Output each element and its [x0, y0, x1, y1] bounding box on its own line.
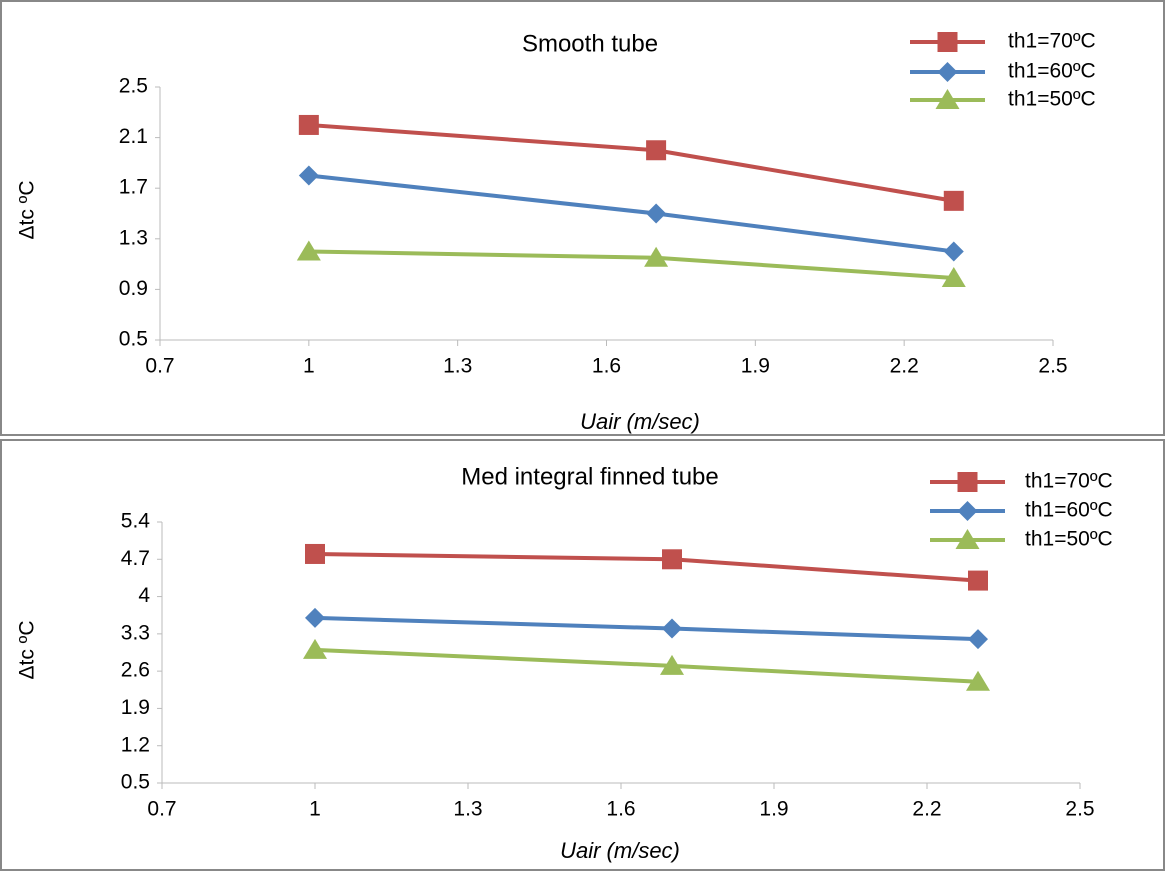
x-tick-label: 1.9 — [759, 798, 788, 821]
y-tick-label: 1.9 — [121, 696, 150, 719]
y-tick-label: 1.3 — [119, 226, 148, 249]
data-point — [660, 654, 684, 675]
x-axis-label: Uair (m/sec) — [560, 838, 680, 863]
legend-label: th1=70ºC — [1008, 30, 1096, 53]
y-tick-label: 3.3 — [121, 621, 150, 644]
series-line — [314, 615, 979, 642]
legend-label: th1=60ºC — [1025, 499, 1113, 522]
data-point — [646, 140, 667, 161]
x-axis-label: Uair (m/sec) — [580, 409, 700, 434]
x-tick-label: 0.7 — [145, 355, 174, 378]
x-tick-label: 2.2 — [890, 355, 919, 378]
y-tick-label: 2.6 — [121, 659, 150, 682]
data-point — [298, 114, 319, 135]
panel-frame — [0, 439, 1165, 871]
data-point — [303, 638, 327, 659]
x-tick-label: 1.9 — [741, 355, 770, 378]
legend-marker — [957, 501, 978, 521]
y-axis-label: Δtc ºC — [16, 180, 39, 239]
y-tick-label: 2.1 — [119, 125, 148, 148]
y-tick-label: 0.5 — [121, 771, 150, 794]
legend-marker — [937, 32, 958, 52]
data-point — [662, 549, 682, 570]
data-point — [305, 543, 325, 564]
data-point — [662, 618, 682, 639]
y-tick-label: 4.7 — [121, 547, 150, 570]
y-tick-label: 2.5 — [119, 75, 148, 98]
y-axis-label: Δtc ºC — [16, 620, 39, 679]
legend-marker — [957, 472, 978, 492]
data-point — [296, 240, 321, 261]
series-line — [308, 249, 954, 281]
y-tick-label: 1.7 — [119, 176, 148, 199]
series-line — [314, 551, 979, 583]
chart-title: Med integral finned tube — [461, 463, 719, 490]
series-line — [314, 647, 979, 684]
chart-title: Smooth tube — [522, 30, 658, 57]
legend-label: th1=50ºC — [1008, 88, 1096, 111]
y-tick-label: 1.2 — [121, 733, 150, 756]
series-line — [308, 122, 955, 203]
x-tick-label: 0.7 — [147, 798, 176, 821]
y-tick-label: 5.4 — [121, 510, 151, 533]
x-tick-label: 1 — [303, 355, 315, 378]
legend-label: th1=50ºC — [1025, 528, 1113, 551]
panel-frame — [0, 0, 1165, 436]
x-tick-label: 1.3 — [443, 355, 472, 378]
data-point — [646, 203, 667, 224]
y-tick-label: 0.9 — [119, 277, 148, 300]
data-point — [966, 670, 990, 691]
y-tick-label: 0.5 — [119, 328, 148, 351]
x-tick-label: 2.2 — [912, 798, 941, 821]
x-tick-label: 1.3 — [453, 798, 482, 821]
legend-marker — [955, 529, 980, 549]
x-tick-label: 2.5 — [1065, 798, 1094, 821]
data-point — [968, 629, 988, 650]
x-tick-label: 1.6 — [606, 798, 635, 821]
x-tick-label: 2.5 — [1038, 355, 1067, 378]
legend-marker — [937, 62, 958, 82]
x-tick-label: 1.6 — [592, 355, 621, 378]
data-point — [941, 267, 966, 288]
legend-label: th1=60ºC — [1008, 60, 1096, 83]
data-point — [298, 165, 319, 186]
series-line — [308, 173, 955, 254]
data-point — [644, 246, 669, 267]
x-tick-label: 1 — [309, 798, 321, 821]
legend-label: th1=70ºC — [1025, 470, 1113, 493]
y-tick-label: 4 — [138, 584, 150, 607]
legend-marker — [935, 89, 960, 109]
data-point — [943, 241, 964, 262]
data-point — [943, 190, 964, 211]
data-point — [305, 607, 325, 628]
data-point — [968, 570, 988, 591]
